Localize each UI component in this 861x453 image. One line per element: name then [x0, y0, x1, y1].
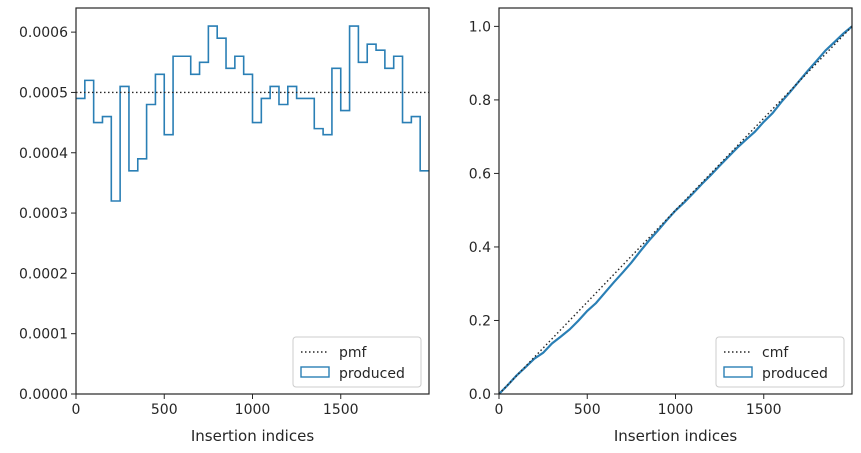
- legend-pmf-label: pmf: [339, 345, 368, 361]
- plot-frame: [498, 7, 853, 395]
- y-tick-label: 1.0: [469, 19, 491, 35]
- y-tick-label: 0.0000: [19, 387, 68, 403]
- y-tick-label: 0.8: [469, 93, 491, 109]
- y-tick-label: 0.0003: [19, 206, 68, 222]
- y-tick-label: 0.6: [469, 166, 491, 182]
- y-tick-label: 0.2: [469, 313, 491, 329]
- right-cumulative-panel: 0 500 1000 1500 0.0 0.2 0.4 0.6 0.8 1.0 Insertion …: [469, 7, 853, 445]
- legend-box: [715, 336, 845, 388]
- x-tick-label: 1500: [746, 402, 782, 418]
- y-tick-label: 0.0005: [19, 85, 68, 101]
- x-tick-label: 1000: [658, 402, 694, 418]
- histogram-step-series: [76, 25, 429, 202]
- x-tick-label: 0: [495, 402, 504, 418]
- x-tick-label: 1000: [235, 402, 271, 418]
- x-axis-label: Insertion indices: [191, 427, 314, 445]
- y-tick-label: 0.0001: [19, 327, 68, 343]
- x-tick-label: 500: [574, 402, 601, 418]
- legend: pmf produced: [292, 336, 422, 388]
- y-tick-label: 0.0006: [19, 25, 68, 41]
- legend: cmf produced: [715, 336, 845, 388]
- x-tick-label: 1500: [323, 402, 359, 418]
- legend-produced-swatch: [723, 366, 753, 378]
- legend-produced-swatch: [300, 366, 330, 378]
- x-axis-label: Insertion indices: [614, 427, 737, 445]
- y-tick-label: 0.0: [469, 387, 491, 403]
- x-tick-label: 0: [72, 402, 81, 418]
- x-tick-label: 500: [151, 402, 178, 418]
- legend-box: [292, 336, 422, 388]
- plot-frame: [75, 7, 430, 395]
- y-tick-label: 0.4: [469, 240, 491, 256]
- cmf-reference-line: [498, 25, 853, 395]
- y-tick-label: 0.0004: [19, 146, 68, 162]
- legend-cmf-label: cmf: [762, 345, 789, 361]
- legend-produced-label: produced: [762, 366, 828, 382]
- legend-produced-label: produced: [339, 366, 405, 382]
- y-tick-label: 0.0002: [19, 266, 68, 282]
- left-histogram-panel: 0 500 1000 1500 0.0000 0.0001 0.0002 0.0003 0.00…: [19, 7, 430, 445]
